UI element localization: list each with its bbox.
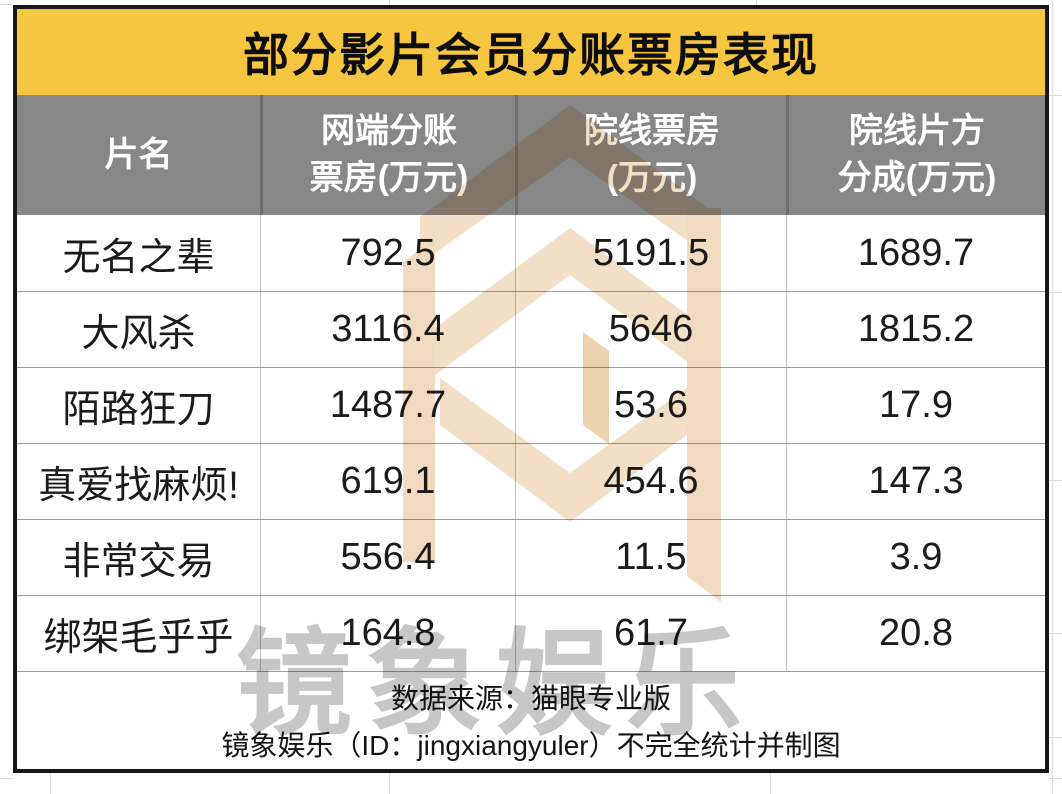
header-cell-online-boxoffice: 网端分账 票房(万元) xyxy=(260,95,515,215)
producer-share-cell: 1815.2 xyxy=(786,292,1045,367)
online-boxoffice-cell: 556.4 xyxy=(260,520,515,595)
table-row: 陌路狂刀 1487.7 53.6 17.9 xyxy=(17,367,1045,443)
excel-gridline xyxy=(756,0,757,6)
table-header-row: 片名 网端分账 票房(万元) 院线票房 (万元) 院线片方 分成(万元) xyxy=(17,95,1045,215)
producer-share-value: 20.8 xyxy=(879,612,953,654)
theater-boxoffice-value: 61.7 xyxy=(614,612,688,654)
table-footer: 数据来源：猫眼专业版 镜象娱乐（ID：jingxiangyuler）不完全统计并… xyxy=(17,671,1045,769)
excel-gridline xyxy=(1052,0,1053,794)
producer-share-cell: 3.9 xyxy=(786,520,1045,595)
online-boxoffice-cell: 1487.7 xyxy=(260,368,515,443)
excel-gridline xyxy=(50,773,51,794)
theater-boxoffice-cell: 5646 xyxy=(515,292,786,367)
header-label-line2: 票房(万元) xyxy=(309,159,469,197)
excel-gridline xyxy=(389,0,390,6)
online-boxoffice-cell: 792.5 xyxy=(260,215,515,291)
header-cell-producer-share: 院线片方 分成(万元) xyxy=(786,95,1045,215)
header-label-line2: 分成(万元) xyxy=(837,159,997,197)
table-title-bar: 部分影片会员分账票房表现 xyxy=(17,9,1045,95)
theater-boxoffice-cell: 5191.5 xyxy=(515,215,786,291)
producer-share-value: 1815.2 xyxy=(857,308,975,350)
film-name-cell: 非常交易 xyxy=(17,520,260,595)
online-boxoffice-cell: 619.1 xyxy=(260,444,515,519)
film-name: 无名之辈 xyxy=(62,236,215,279)
header-label-line1: 院线票房 xyxy=(584,112,720,150)
online-boxoffice-value: 792.5 xyxy=(340,231,436,274)
producer-share-value: 147.3 xyxy=(868,460,964,502)
online-boxoffice-value: 1487.7 xyxy=(329,384,447,426)
online-boxoffice-value: 164.8 xyxy=(340,612,436,654)
excel-gridline xyxy=(0,778,13,779)
film-name: 真爱找麻烦! xyxy=(38,465,239,507)
theater-boxoffice-value: 5191.5 xyxy=(592,231,710,274)
film-name-cell: 无名之辈 xyxy=(17,215,260,291)
header-label: 片名 xyxy=(104,135,173,174)
excel-gridline xyxy=(1049,95,1062,96)
header-label-line1: 院线片方 xyxy=(849,112,985,150)
header-cell-film: 片名 xyxy=(17,95,260,215)
header-cell-theater-boxoffice: 院线票房 (万元) xyxy=(515,95,786,215)
excel-gridline xyxy=(389,773,390,794)
film-name: 大风杀 xyxy=(81,313,196,355)
table-row: 非常交易 556.4 11.5 3.9 xyxy=(17,519,1045,595)
film-name: 绑架毛乎乎 xyxy=(43,617,234,659)
excel-gridline xyxy=(1049,480,1062,481)
table-row: 无名之辈 792.5 5191.5 1689.7 xyxy=(17,215,1045,291)
film-name-cell: 大风杀 xyxy=(17,292,260,367)
film-name-cell: 真爱找麻烦! xyxy=(17,444,260,519)
producer-share-cell: 20.8 xyxy=(786,596,1045,671)
excel-gridline xyxy=(770,773,771,794)
online-boxoffice-value: 619.1 xyxy=(340,460,436,502)
producer-share-value: 3.9 xyxy=(889,536,943,578)
excel-gridline xyxy=(0,4,13,5)
table-row: 真爱找麻烦! 619.1 454.6 147.3 xyxy=(17,443,1045,519)
header-label-line2: (万元) xyxy=(606,159,698,197)
online-boxoffice-value: 556.4 xyxy=(340,536,436,578)
online-boxoffice-value: 3116.4 xyxy=(331,308,445,350)
producer-share-cell: 17.9 xyxy=(786,368,1045,443)
theater-boxoffice-value: 454.6 xyxy=(603,460,699,502)
excel-gridline xyxy=(1049,737,1062,738)
online-boxoffice-cell: 3116.4 xyxy=(260,292,515,367)
theater-boxoffice-value: 5646 xyxy=(608,308,694,350)
producer-share-cell: 147.3 xyxy=(786,444,1045,519)
table-row: 绑架毛乎乎 164.8 61.7 20.8 xyxy=(17,595,1045,671)
header-label-line1: 网端分账 xyxy=(321,112,457,150)
box-office-table: 部分影片会员分账票房表现 片名 网端分账 票房(万元) 院线票房 (万元) 院线… xyxy=(13,5,1049,773)
producer-share-value: 1689.7 xyxy=(857,231,975,274)
theater-boxoffice-cell: 53.6 xyxy=(515,368,786,443)
excel-gridline xyxy=(1049,633,1062,634)
theater-boxoffice-cell: 61.7 xyxy=(515,596,786,671)
theater-boxoffice-value: 53.6 xyxy=(614,384,688,426)
online-boxoffice-cell: 164.8 xyxy=(260,596,515,671)
film-name: 陌路狂刀 xyxy=(62,389,215,431)
table-row: 大风杀 3116.4 5646 1815.2 xyxy=(17,291,1045,367)
theater-boxoffice-cell: 454.6 xyxy=(515,444,786,519)
data-source-line: 数据来源：猫眼专业版 xyxy=(390,683,671,714)
producer-share-value: 17.9 xyxy=(879,384,953,426)
film-name-cell: 陌路狂刀 xyxy=(17,368,260,443)
table-title: 部分影片会员分账票房表现 xyxy=(243,29,819,81)
excel-gridline xyxy=(1049,778,1062,779)
excel-gridline xyxy=(1049,292,1062,293)
film-name-cell: 绑架毛乎乎 xyxy=(17,596,260,671)
theater-boxoffice-cell: 11.5 xyxy=(515,520,786,595)
producer-share-cell: 1689.7 xyxy=(786,215,1045,291)
film-name: 非常交易 xyxy=(62,541,215,583)
credit-line: 镜象娱乐（ID：jingxiangyuler）不完全统计并制图 xyxy=(221,730,841,761)
theater-boxoffice-value: 11.5 xyxy=(615,536,687,578)
